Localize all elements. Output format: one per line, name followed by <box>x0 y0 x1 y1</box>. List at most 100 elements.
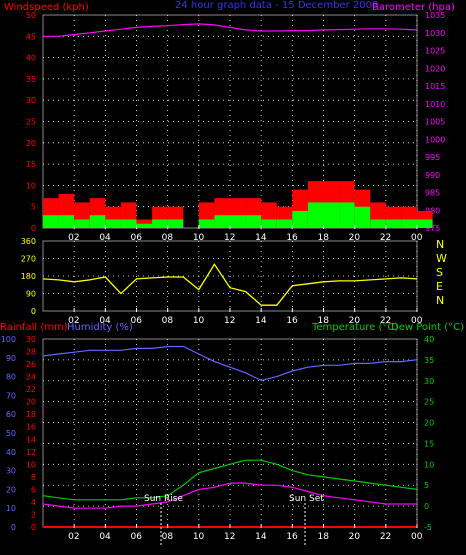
wind-tick-label: 25 <box>26 118 36 127</box>
temperature-tick-label: 35 <box>424 356 434 365</box>
x-tick-label: 08 <box>162 233 174 243</box>
x-tick-label: 10 <box>193 532 205 542</box>
average-bar <box>89 215 106 228</box>
rain-tick-label: 12 <box>26 448 36 457</box>
temperature-tick-label: 10 <box>424 460 434 469</box>
average-bar <box>245 215 262 228</box>
average-bar <box>43 215 59 228</box>
temperature-tick-label: -5 <box>424 523 432 532</box>
direction-line <box>42 263 418 306</box>
barometer-axis-title: Barometer (hpa) <box>372 2 455 13</box>
wind-tick-label: 5 <box>31 203 36 212</box>
humidity-tick-label: 60 <box>6 410 16 419</box>
humidity-axis-title: Humidity (%) <box>67 322 133 333</box>
barometer-tick-label: 990 <box>425 171 440 180</box>
panel2-x-ticks: 02 04 06 08 10 12 14 16 18 20 22 00 <box>68 308 423 326</box>
panel2-grid <box>43 241 418 311</box>
average-bar <box>214 215 230 228</box>
barometer-tick-label: 975 <box>425 224 440 233</box>
humidity-tick-label: 40 <box>6 448 16 457</box>
sunrise-label: Sun Rise <box>144 494 183 504</box>
rain-tick-label: 4 <box>31 498 36 507</box>
rain-tick-label: 14 <box>26 435 36 444</box>
x-tick-label: 00 <box>411 316 423 326</box>
chart-date-title: 24 hour graph data - 15 December 2008 <box>175 0 378 11</box>
gust-bar <box>136 219 153 228</box>
average-bar <box>307 202 324 228</box>
x-tick-label: 16 <box>286 316 298 326</box>
wind-tick-label: 0 <box>31 224 36 233</box>
wind-ticks: 0 5 10 15 20 25 30 35 40 45 50 <box>26 11 36 233</box>
humidity-tick-label: 100 <box>1 335 16 344</box>
panel3-x-ticks: 02 04 06 08 10 12 14 16 18 20 22 00 <box>68 524 423 542</box>
rain-tick-label: 6 <box>31 485 36 494</box>
humidity-temperature-panel: Rainfall (mm) Humidity (%) Temperature (… <box>0 322 464 545</box>
rain-tick-label: 0 <box>31 523 36 532</box>
wind-tick-label: 15 <box>26 160 36 169</box>
direction-ticks: 0 90 180 270 360 <box>21 237 36 316</box>
x-tick-label: 00 <box>411 532 423 542</box>
average-bar <box>230 215 246 228</box>
direction-tick-label: 360 <box>21 237 36 246</box>
wind-tick-label: 45 <box>26 32 36 41</box>
average-bar <box>167 219 184 228</box>
x-tick-label: 16 <box>286 233 298 243</box>
temperature-tick-label: 20 <box>424 419 434 428</box>
temperature-tick-label: 15 <box>424 439 434 448</box>
humidity-tick-label: 70 <box>6 391 16 400</box>
humidity-line <box>42 345 418 382</box>
x-tick-label: 14 <box>255 233 267 243</box>
compass-label: N <box>436 294 444 307</box>
x-tick-label: 06 <box>131 532 143 542</box>
wind-tick-label: 30 <box>26 96 36 105</box>
wind-axis-title: Windspeed (kph) <box>4 2 89 13</box>
average-bar <box>323 202 340 228</box>
x-tick-label: 18 <box>318 233 330 243</box>
x-tick-label: 14 <box>255 532 267 542</box>
wind-tick-label: 35 <box>26 75 36 84</box>
compass-label: E <box>436 280 443 293</box>
x-tick-label: 10 <box>193 316 205 326</box>
x-tick-label: 02 <box>68 532 79 542</box>
barometer-tick-label: 995 <box>425 153 440 162</box>
direction-tick-label: 90 <box>26 290 36 299</box>
average-bar <box>354 206 371 228</box>
humidity-tick-label: 20 <box>6 485 16 494</box>
x-tick-label: 20 <box>349 233 361 243</box>
average-bar <box>261 219 277 228</box>
temperature-tick-label: 0 <box>424 502 429 511</box>
x-tick-label: 08 <box>162 316 174 326</box>
average-bar <box>120 219 137 228</box>
x-tick-label: 14 <box>255 316 267 326</box>
temperature-axis-title: Temperature (°C) <box>311 322 398 333</box>
direction-tick-label: 270 <box>21 255 36 264</box>
x-tick-label: 20 <box>349 532 361 542</box>
barometer-tick-label: 985 <box>425 189 440 198</box>
wind-barometer-panel: Windspeed (kph) 24 hour graph data - 15 … <box>4 0 455 243</box>
x-tick-label: 00 <box>411 233 423 243</box>
humidity-tick-label: 50 <box>6 429 16 438</box>
humidity-tick-label: 0 <box>11 523 16 532</box>
x-tick-label: 20 <box>349 316 361 326</box>
barometer-line <box>43 23 418 37</box>
average-bar <box>74 219 90 228</box>
temperature-tick-label: 40 <box>424 335 434 344</box>
average-bar <box>276 219 293 228</box>
x-tick-label: 06 <box>131 233 143 243</box>
barometer-ticks: 975 980 985 990 995 1000 1005 1010 1015 1020 1025 1… <box>425 11 445 233</box>
barometer-tick-label: 1000 <box>425 135 445 144</box>
x-tick-label: 12 <box>224 233 235 243</box>
average-bar <box>417 219 433 228</box>
average-bar <box>105 219 121 228</box>
rain-tick-label: 18 <box>26 410 36 419</box>
average-bar <box>292 210 308 228</box>
average-bar <box>58 215 75 228</box>
rain-tick-label: 28 <box>26 348 36 357</box>
average-bar <box>401 219 417 228</box>
compass-label: S <box>436 266 443 279</box>
temperature-line <box>42 459 418 501</box>
